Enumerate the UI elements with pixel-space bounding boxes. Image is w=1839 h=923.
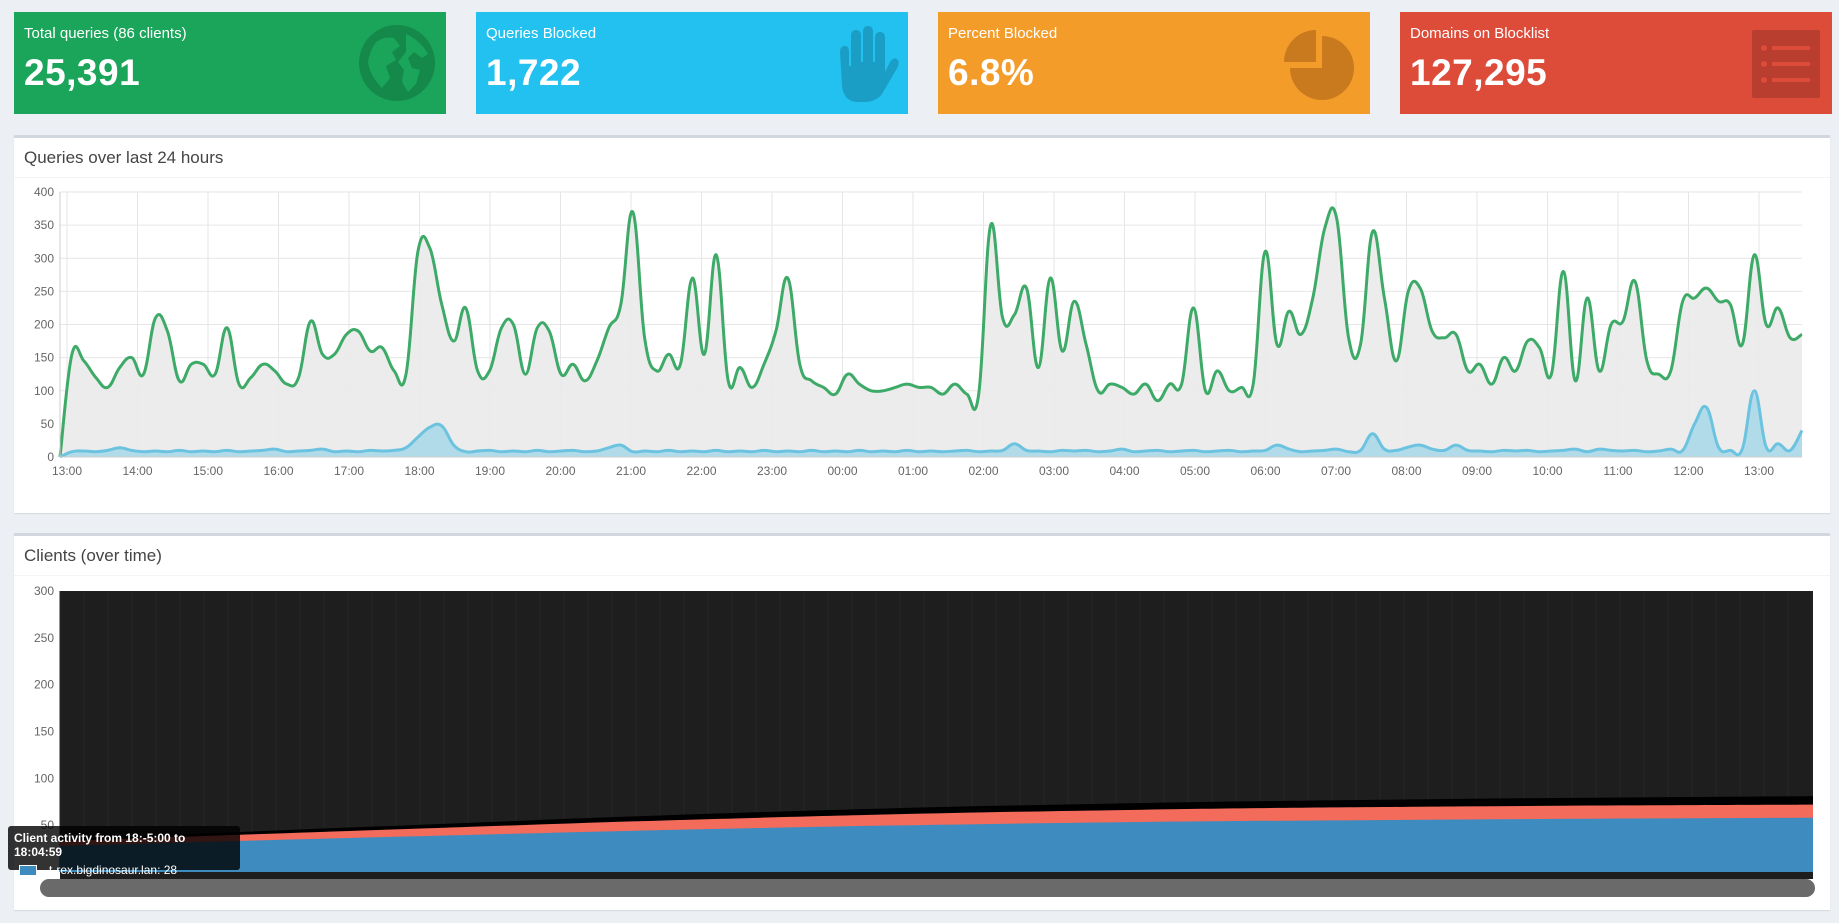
x-tick-label: 10:00 [1532,464,1562,478]
domains-blocklist-box[interactable]: Domains on Blocklist 127,295 [1400,12,1832,114]
x-tick-label: 00:00 [827,464,857,478]
percent-blocked-value: 6.8% [948,52,1035,93]
x-tick-label: 17:00 [334,464,364,478]
hand-icon [840,26,899,102]
series-line-0 [58,206,1803,458]
clients-axis-strip [60,872,1813,879]
x-tick-label: 22:00 [686,464,716,478]
y-tick-label: 350 [34,218,54,232]
x-tick-label: 11:00 [1603,464,1632,478]
pie-chart-icon [1284,30,1354,100]
x-tick-label: 02:00 [968,464,998,478]
total-queries-value: 25,391 [24,52,141,93]
x-tick-label: 04:00 [1109,464,1139,478]
domains-blocklist-value: 127,295 [1410,52,1548,93]
x-tick-label: 23:00 [757,464,787,478]
series-line-1 [59,389,1804,459]
x-tick-label: 09:00 [1462,464,1492,478]
tooltip-legend-swatch [19,864,37,876]
queries-blocked-value: 1,722 [486,52,582,93]
queries-blocked-box[interactable]: Queries Blocked 1,722 [476,12,908,114]
globe-icon [359,25,435,101]
total-queries-box[interactable]: Total queries (86 clients) 25,391 [14,12,446,114]
queries-panel: Queries over last 24 hours 0 50 100 150 200 2… [14,135,1830,513]
clients-axis-band [40,879,1815,897]
x-tick-label: 12:00 [1673,464,1703,478]
y-tick-label: 200 [34,318,54,332]
y-tick-label: 250 [34,284,54,298]
tooltip-entry-row: t-rex.bigdinosaur.lan: 28 [14,863,234,877]
y-tick-label: 0 [47,450,54,464]
y-tick-label: 400 [34,185,54,199]
percent-blocked-box[interactable]: Percent Blocked 6.8% [938,12,1370,114]
y-tick-label: 300 [34,251,54,265]
x-tick-label: 15:00 [193,464,223,478]
y-tick-label: 150 [34,351,54,365]
x-tick-label: 13:00 [1744,464,1774,478]
clients-y-tick-label: 200 [34,678,54,692]
client-activity-tooltip: Client activity from 18:-5:00 to 18:04:5… [8,826,240,877]
queries-panel-title: Queries over last 24 hours [14,138,1830,178]
x-tick-label: 06:00 [1250,464,1280,478]
clients-y-tick-label: 300 [34,584,54,598]
tooltip-title: Client activity from 18:-5:00 to 18:04:5… [14,831,186,859]
list-icon [1752,30,1820,98]
domains-blocklist-label: Domains on Blocklist [1410,25,1550,42]
x-tick-label: 18:00 [404,464,434,478]
y-tick-label: 100 [34,384,54,398]
clients-y-tick-label: 150 [34,725,54,739]
y-tick-label: 50 [41,417,55,431]
percent-blocked-label: Percent Blocked [948,25,1058,42]
x-tick-label: 01:00 [898,464,928,478]
x-tick-label: 14:00 [122,464,152,478]
series-area-0 [60,207,1802,457]
x-tick-label: 05:00 [1180,464,1210,478]
x-tick-label: 21:00 [616,464,646,478]
queries-blocked-label: Queries Blocked [486,25,597,42]
clients-panel-title: Clients (over time) [14,536,1830,576]
clients-y-tick-label: 100 [34,771,54,785]
x-tick-label: 16:00 [263,464,293,478]
tooltip-entry-label: t-rex.bigdinosaur.lan: 28 [49,863,178,877]
x-tick-label: 20:00 [545,464,575,478]
total-queries-label: Total queries (86 clients) [24,25,187,42]
clients-series-area-0 [60,817,1813,872]
x-tick-label: 13:00 [52,464,82,478]
x-tick-label: 08:00 [1391,464,1421,478]
x-tick-label: 07:00 [1321,464,1351,478]
x-tick-label: 03:00 [1039,464,1069,478]
stat-row: Total queries (86 clients) 25,391 Querie… [14,12,1832,114]
x-tick-label: 19:00 [475,464,505,478]
clients-y-tick-label: 250 [34,631,54,645]
queries-chart[interactable]: 0 50 100 150 200 250 300 350 400 13:00 14:00 15:00 1… [14,178,1830,513]
